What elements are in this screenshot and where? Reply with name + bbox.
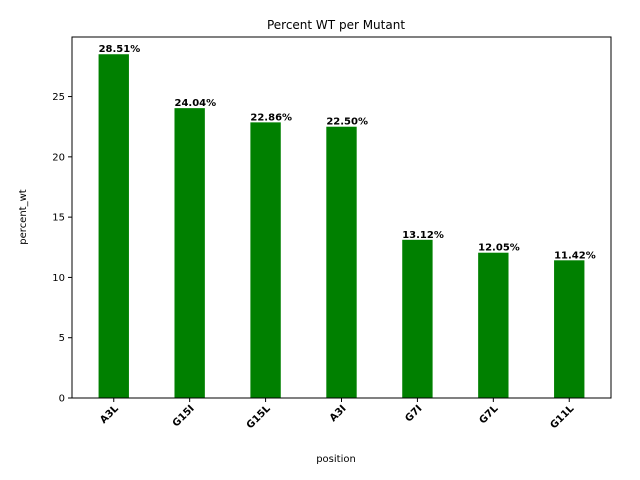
- y-tick-label-20: 20: [52, 152, 65, 163]
- y-tick-label-5: 5: [59, 333, 65, 344]
- chart-title: Percent WT per Mutant: [267, 18, 405, 32]
- data-labels-group: 28.51% 24.04% 22.86% 22.50% 13.12% 12.05% 11.4…: [99, 44, 596, 261]
- bar-a3l: [98, 54, 129, 398]
- data-label-g7l: 12.05%: [478, 243, 520, 254]
- data-label-g15i: 24.04%: [174, 98, 216, 109]
- x-tick-label-a3l: A3L: [98, 403, 121, 426]
- data-label-g7i: 13.12%: [402, 230, 444, 241]
- data-label-g11l: 11.42%: [554, 250, 596, 261]
- y-tick-label-25: 25: [52, 92, 65, 103]
- x-tick-label-g7i: G7I: [403, 403, 424, 424]
- x-tick-label-g11l: G11L: [548, 403, 576, 431]
- y-tick-label-10: 10: [52, 273, 65, 284]
- bar-g7i: [402, 239, 433, 398]
- y-axis: 0 5 10 15 20 25: [52, 92, 72, 405]
- y-axis-label: percent_wt: [18, 189, 29, 244]
- x-tick-label-g15l: G15L: [245, 403, 273, 431]
- bars-group: [98, 54, 585, 399]
- y-tick-label-15: 15: [52, 213, 65, 224]
- data-label-a3i: 22.50%: [326, 117, 368, 128]
- plot-frame: [71, 36, 612, 399]
- bar-a3i: [326, 126, 357, 399]
- data-label-a3l: 28.51%: [99, 44, 141, 55]
- x-tick-label-a3i: A3I: [328, 403, 349, 424]
- bar-g11l: [554, 260, 585, 398]
- y-tick-label-0: 0: [59, 394, 65, 405]
- x-tick-label-g15i: G15I: [171, 403, 197, 429]
- x-axis: A3L G15I G15L A3I G7I G7L G11L: [98, 398, 577, 431]
- bar-g15l: [250, 122, 281, 398]
- x-tick-label-g7l: G7L: [477, 403, 500, 426]
- bar-g7l: [478, 252, 509, 398]
- bar-g15i: [174, 108, 205, 398]
- x-axis-label: position: [316, 454, 356, 465]
- data-label-g15l: 22.86%: [250, 112, 292, 123]
